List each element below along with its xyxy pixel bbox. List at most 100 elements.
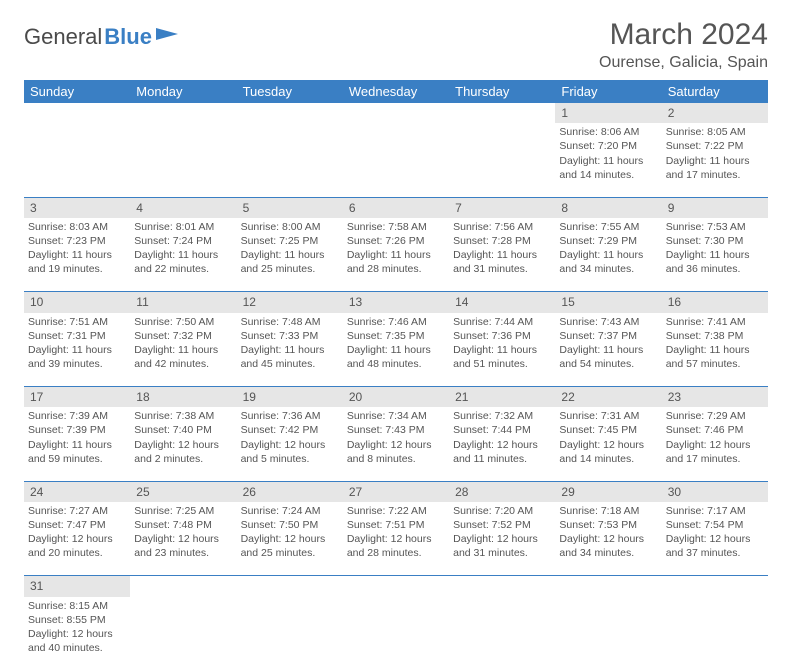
day-number: 10 bbox=[24, 292, 130, 313]
day-number: 1 bbox=[555, 103, 661, 123]
day-cell: Sunrise: 8:00 AMSunset: 7:25 PMDaylight:… bbox=[237, 218, 343, 292]
day-number bbox=[449, 103, 555, 123]
title-block: March 2024 Ourense, Galicia, Spain bbox=[599, 18, 768, 72]
day-cell: Sunrise: 7:34 AMSunset: 7:43 PMDaylight:… bbox=[343, 407, 449, 481]
day-cell: Sunrise: 8:05 AMSunset: 7:22 PMDaylight:… bbox=[662, 123, 768, 197]
day-number bbox=[237, 576, 343, 597]
daynum-row: 17181920212223 bbox=[24, 387, 768, 408]
day-number: 30 bbox=[662, 481, 768, 502]
daynum-row: 3456789 bbox=[24, 197, 768, 218]
day-number: 14 bbox=[449, 292, 555, 313]
day-number bbox=[343, 103, 449, 123]
day-number: 28 bbox=[449, 481, 555, 502]
day-content-row: Sunrise: 8:15 AMSunset: 8:55 PMDaylight:… bbox=[24, 597, 768, 671]
day-cell: Sunrise: 7:50 AMSunset: 7:32 PMDaylight:… bbox=[130, 313, 236, 387]
day-cell: Sunrise: 7:32 AMSunset: 7:44 PMDaylight:… bbox=[449, 407, 555, 481]
day-number bbox=[449, 576, 555, 597]
daynum-row: 12 bbox=[24, 103, 768, 123]
day-cell: Sunrise: 7:29 AMSunset: 7:46 PMDaylight:… bbox=[662, 407, 768, 481]
day-number: 21 bbox=[449, 387, 555, 408]
day-cell bbox=[130, 597, 236, 671]
day-cell bbox=[237, 597, 343, 671]
day-number: 4 bbox=[130, 197, 236, 218]
day-content-row: Sunrise: 7:27 AMSunset: 7:47 PMDaylight:… bbox=[24, 502, 768, 576]
day-header: Saturday bbox=[662, 80, 768, 103]
day-header: Monday bbox=[130, 80, 236, 103]
daynum-row: 24252627282930 bbox=[24, 481, 768, 502]
day-number: 3 bbox=[24, 197, 130, 218]
day-cell: Sunrise: 7:31 AMSunset: 7:45 PMDaylight:… bbox=[555, 407, 661, 481]
day-cell bbox=[343, 597, 449, 671]
day-number: 18 bbox=[130, 387, 236, 408]
day-cell bbox=[555, 597, 661, 671]
day-cell: Sunrise: 7:58 AMSunset: 7:26 PMDaylight:… bbox=[343, 218, 449, 292]
day-cell bbox=[449, 597, 555, 671]
day-number: 31 bbox=[24, 576, 130, 597]
day-number: 25 bbox=[130, 481, 236, 502]
day-cell: Sunrise: 7:20 AMSunset: 7:52 PMDaylight:… bbox=[449, 502, 555, 576]
day-number: 15 bbox=[555, 292, 661, 313]
daynum-row: 10111213141516 bbox=[24, 292, 768, 313]
day-cell: Sunrise: 8:15 AMSunset: 8:55 PMDaylight:… bbox=[24, 597, 130, 671]
logo-text-general: General bbox=[24, 24, 102, 50]
day-cell: Sunrise: 7:24 AMSunset: 7:50 PMDaylight:… bbox=[237, 502, 343, 576]
day-cell: Sunrise: 8:01 AMSunset: 7:24 PMDaylight:… bbox=[130, 218, 236, 292]
day-number bbox=[343, 576, 449, 597]
day-cell bbox=[662, 597, 768, 671]
day-cell: Sunrise: 7:44 AMSunset: 7:36 PMDaylight:… bbox=[449, 313, 555, 387]
calendar-body: 12Sunrise: 8:06 AMSunset: 7:20 PMDayligh… bbox=[24, 103, 768, 671]
day-number: 11 bbox=[130, 292, 236, 313]
day-header: Sunday bbox=[24, 80, 130, 103]
day-cell: Sunrise: 7:41 AMSunset: 7:38 PMDaylight:… bbox=[662, 313, 768, 387]
day-number: 8 bbox=[555, 197, 661, 218]
day-number: 16 bbox=[662, 292, 768, 313]
day-number: 19 bbox=[237, 387, 343, 408]
calendar-table: SundayMondayTuesdayWednesdayThursdayFrid… bbox=[24, 80, 768, 671]
day-cell bbox=[237, 123, 343, 197]
day-cell bbox=[24, 123, 130, 197]
day-content-row: Sunrise: 8:06 AMSunset: 7:20 PMDaylight:… bbox=[24, 123, 768, 197]
month-title: March 2024 bbox=[599, 18, 768, 52]
day-number: 26 bbox=[237, 481, 343, 502]
day-number: 6 bbox=[343, 197, 449, 218]
day-cell: Sunrise: 7:53 AMSunset: 7:30 PMDaylight:… bbox=[662, 218, 768, 292]
day-content-row: Sunrise: 7:39 AMSunset: 7:39 PMDaylight:… bbox=[24, 407, 768, 481]
day-number bbox=[24, 103, 130, 123]
day-cell: Sunrise: 7:46 AMSunset: 7:35 PMDaylight:… bbox=[343, 313, 449, 387]
day-header: Thursday bbox=[449, 80, 555, 103]
day-cell bbox=[449, 123, 555, 197]
day-content-row: Sunrise: 7:51 AMSunset: 7:31 PMDaylight:… bbox=[24, 313, 768, 387]
flag-icon bbox=[156, 24, 178, 50]
day-number: 24 bbox=[24, 481, 130, 502]
day-content-row: Sunrise: 8:03 AMSunset: 7:23 PMDaylight:… bbox=[24, 218, 768, 292]
day-number bbox=[237, 103, 343, 123]
day-number: 27 bbox=[343, 481, 449, 502]
day-cell: Sunrise: 8:06 AMSunset: 7:20 PMDaylight:… bbox=[555, 123, 661, 197]
day-cell: Sunrise: 7:27 AMSunset: 7:47 PMDaylight:… bbox=[24, 502, 130, 576]
logo-text-blue: Blue bbox=[104, 24, 152, 50]
day-cell: Sunrise: 7:18 AMSunset: 7:53 PMDaylight:… bbox=[555, 502, 661, 576]
day-number: 12 bbox=[237, 292, 343, 313]
day-number: 2 bbox=[662, 103, 768, 123]
day-cell: Sunrise: 7:56 AMSunset: 7:28 PMDaylight:… bbox=[449, 218, 555, 292]
day-cell: Sunrise: 7:43 AMSunset: 7:37 PMDaylight:… bbox=[555, 313, 661, 387]
day-cell: Sunrise: 7:36 AMSunset: 7:42 PMDaylight:… bbox=[237, 407, 343, 481]
header: GeneralBlue March 2024 Ourense, Galicia,… bbox=[24, 18, 768, 72]
day-cell bbox=[130, 123, 236, 197]
day-cell: Sunrise: 7:39 AMSunset: 7:39 PMDaylight:… bbox=[24, 407, 130, 481]
day-cell: Sunrise: 7:25 AMSunset: 7:48 PMDaylight:… bbox=[130, 502, 236, 576]
day-number: 23 bbox=[662, 387, 768, 408]
day-number: 9 bbox=[662, 197, 768, 218]
day-number bbox=[662, 576, 768, 597]
day-number: 13 bbox=[343, 292, 449, 313]
daynum-row: 31 bbox=[24, 576, 768, 597]
day-cell: Sunrise: 7:48 AMSunset: 7:33 PMDaylight:… bbox=[237, 313, 343, 387]
day-cell: Sunrise: 7:22 AMSunset: 7:51 PMDaylight:… bbox=[343, 502, 449, 576]
day-cell: Sunrise: 7:38 AMSunset: 7:40 PMDaylight:… bbox=[130, 407, 236, 481]
logo: GeneralBlue bbox=[24, 18, 178, 50]
day-number: 29 bbox=[555, 481, 661, 502]
day-header-row: SundayMondayTuesdayWednesdayThursdayFrid… bbox=[24, 80, 768, 103]
day-cell bbox=[343, 123, 449, 197]
day-number bbox=[555, 576, 661, 597]
day-number bbox=[130, 103, 236, 123]
